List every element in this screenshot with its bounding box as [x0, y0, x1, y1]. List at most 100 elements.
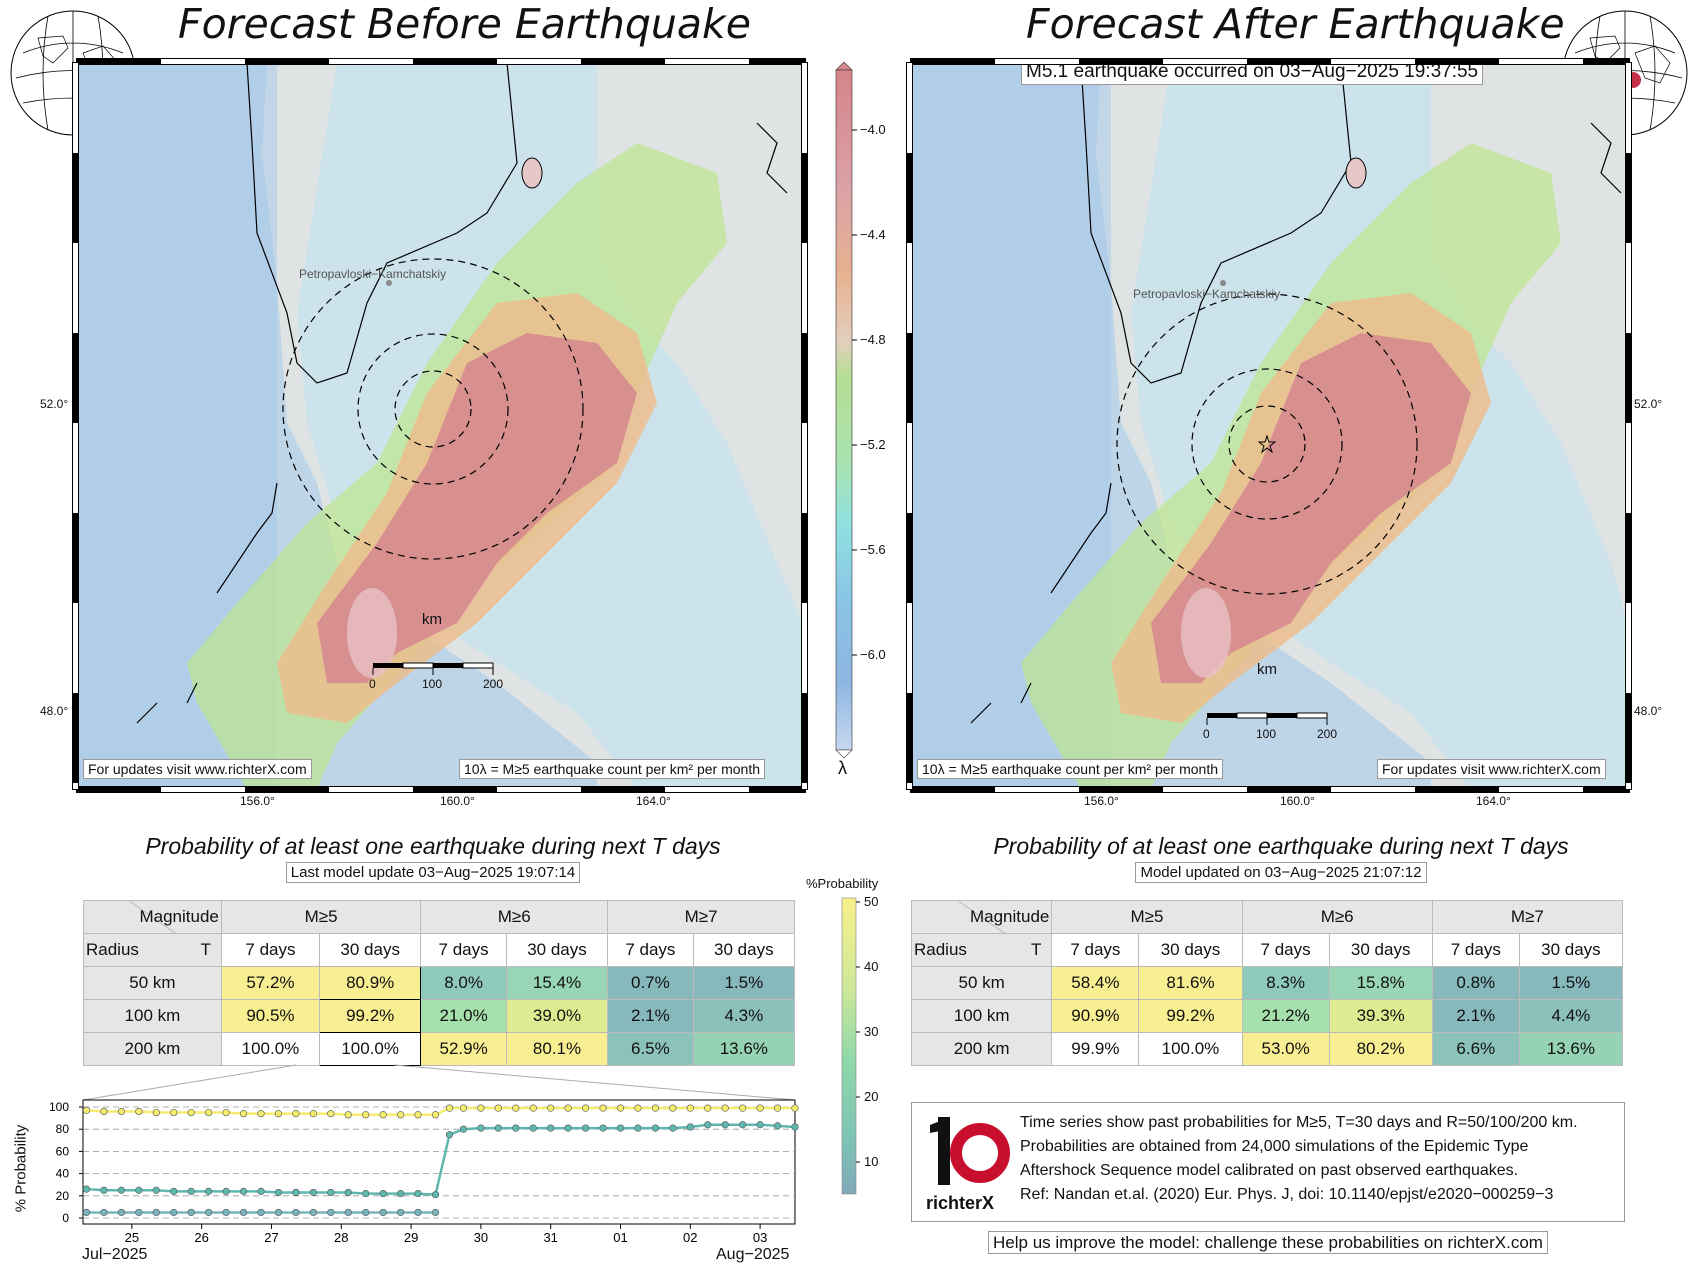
data-point: [512, 1104, 520, 1112]
x-tick-label: 25: [125, 1230, 139, 1245]
left-mag-m6: M≥6: [420, 900, 609, 934]
data-point: [791, 1123, 799, 1131]
data-point: [397, 1111, 405, 1119]
right-row-100km: 100 km 90.9% 99.2% 21.2% 39.3% 2.1% 4.4%: [910, 999, 1624, 1033]
right-map-frame-left: [906, 62, 913, 790]
data-point: [274, 1188, 283, 1197]
info-line-2: Probabilities are obtained from 24,000 s…: [1020, 1138, 1529, 1155]
info-line-3: Aftershock Sequence model calibrated on …: [1020, 1162, 1519, 1179]
data-point: [756, 1121, 764, 1129]
right-lon-160: 160.0°: [1280, 794, 1315, 808]
right-mag-m6: M≥6: [1241, 900, 1433, 934]
left-radius-header: Radius T: [83, 933, 222, 967]
data-point: [187, 1208, 195, 1217]
data-point: [292, 1110, 300, 1118]
right-radius-cell: 100 km: [910, 999, 1053, 1033]
right-table-subtitle-wrap: Model updated on 03−Aug−2025 21:07:12: [866, 862, 1696, 883]
data-point: [239, 1208, 248, 1217]
data-point: [564, 1104, 572, 1112]
right-value-cell: 58.4%: [1051, 966, 1140, 1000]
left-lon-160: 160.0°: [440, 794, 475, 808]
left-value-cell: 57.2%: [220, 966, 321, 1000]
right-period: 30 days: [1138, 933, 1243, 967]
help-link-wrap: Help us improve the model: challenge the…: [911, 1231, 1625, 1254]
data-point: [100, 1107, 108, 1116]
left-radius-label: Radius: [86, 940, 139, 959]
help-link[interactable]: Help us improve the model: challenge the…: [988, 1231, 1548, 1254]
data-point: [547, 1104, 555, 1112]
data-point: [634, 1104, 642, 1112]
data-point: [494, 1124, 502, 1132]
data-point: [135, 1208, 143, 1217]
right-scale-tick-100: 100: [1256, 727, 1277, 741]
left-value-cell: 6.5%: [607, 1032, 694, 1066]
time-series-chart: 0 20 40 60 80 100 25 26 27 28 29 30 31 01 02 03: [49, 1064, 799, 1245]
data-point: [257, 1110, 265, 1118]
y-tick-label: 80: [56, 1122, 70, 1136]
data-point: [257, 1187, 265, 1195]
data-point: [756, 1104, 764, 1112]
prob-colorbar: [840, 896, 880, 1196]
x-tick-label: 01: [613, 1230, 627, 1245]
left-footer-lambda: 10λ = M≥5 earthquake count per km² per m…: [459, 759, 766, 779]
right-table-subtitle: Model updated on 03−Aug−2025 21:07:12: [1135, 862, 1427, 883]
right-map-title: Forecast After Earthquake: [1026, 0, 1565, 48]
right-period: 30 days: [1328, 933, 1433, 967]
y-tick-label: 0: [62, 1211, 69, 1225]
data-point: [187, 1108, 195, 1117]
right-value-cell: 13.6%: [1518, 1032, 1624, 1066]
right-inner-circle: [1228, 405, 1306, 483]
left-period: 7 days: [420, 933, 507, 967]
data-point: [564, 1124, 572, 1132]
left-inner-circle: [394, 370, 472, 448]
data-point: [152, 1208, 160, 1217]
data-point: [581, 1104, 590, 1112]
x-tick-label: 02: [683, 1230, 697, 1245]
info-box: richterX Time series show past probabili…: [911, 1102, 1625, 1222]
data-point: [477, 1124, 485, 1132]
logo-text: richterX: [926, 1193, 995, 1213]
left-value-cell: 100.0%: [220, 1032, 321, 1066]
data-point: [309, 1208, 317, 1217]
left-period: 30 days: [505, 933, 609, 967]
right-value-cell: 100.0%: [1138, 1032, 1243, 1066]
right-mag-m7: M≥7: [1431, 900, 1624, 934]
right-value-cell: 21.2%: [1241, 999, 1330, 1033]
data-point: [651, 1104, 659, 1112]
x-tick-label: 28: [334, 1230, 348, 1245]
data-point: [362, 1208, 370, 1217]
left-value-cell: 80.1%: [505, 1032, 609, 1066]
data-point: [82, 1106, 91, 1114]
right-lon-156: 156.0°: [1084, 794, 1119, 808]
right-radius-cell: 50 km: [910, 966, 1053, 1000]
left-mag-m7: M≥7: [607, 900, 795, 934]
data-point: [135, 1186, 143, 1194]
right-map: M5.1 earthquake occurred on 03−Aug−2025 …: [910, 62, 1628, 790]
data-point: [445, 1104, 454, 1112]
right-period: 7 days: [1431, 933, 1520, 967]
data-point: [187, 1187, 195, 1195]
right-value-cell: 99.9%: [1051, 1032, 1140, 1066]
right-map-frame-right: [1625, 62, 1632, 790]
left-value-cell: 8.0%: [420, 966, 507, 1000]
data-point: [459, 1125, 468, 1133]
left-radius-cell: 50 km: [83, 966, 222, 1000]
data-point: [651, 1124, 659, 1132]
data-point: [773, 1122, 782, 1130]
data-point: [773, 1104, 782, 1112]
prob-tick-30: 30: [864, 1024, 879, 1039]
left-value-cell: 80.9%: [319, 966, 422, 1000]
logo-one-bar: [938, 1117, 950, 1185]
data-point: [721, 1104, 729, 1112]
left-period: 7 days: [220, 933, 321, 967]
left-value-cell: 13.6%: [692, 1032, 796, 1066]
data-point: [344, 1111, 352, 1119]
data-point: [292, 1188, 300, 1197]
data-point: [100, 1186, 108, 1194]
data-point: [274, 1208, 283, 1217]
data-point: [327, 1110, 335, 1118]
right-t-label: T: [1030, 940, 1042, 959]
right-radius-header: Radius T: [910, 933, 1053, 967]
data-point: [344, 1188, 352, 1197]
data-point: [205, 1208, 213, 1217]
